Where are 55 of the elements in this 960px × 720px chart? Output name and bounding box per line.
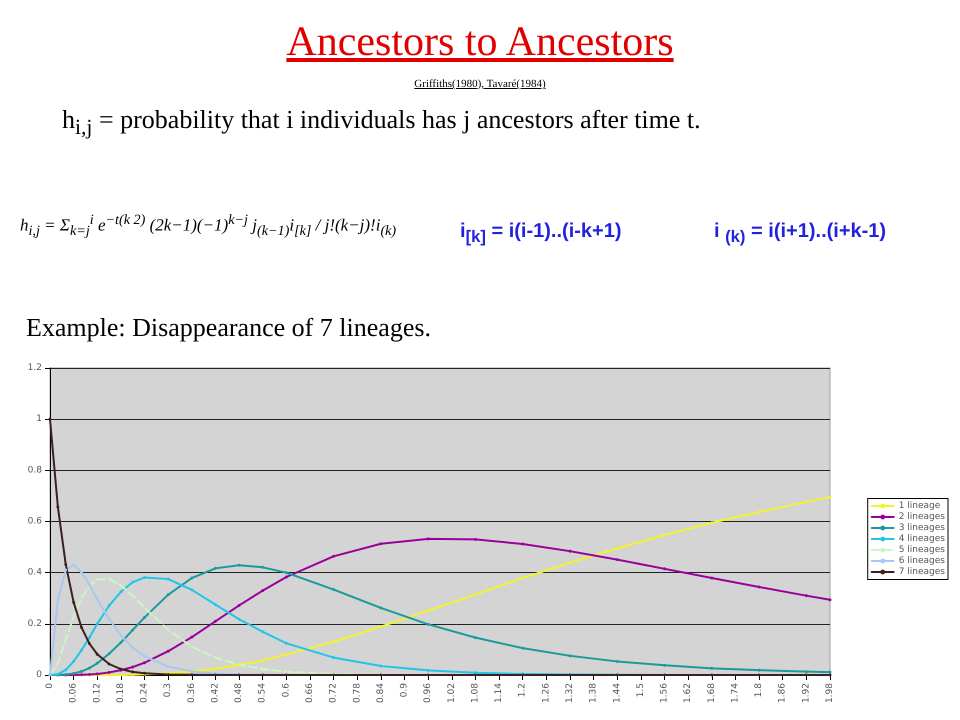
chart-title: Ancestors to Ancestors xyxy=(285,18,675,66)
x-tick-label: 1.2 xyxy=(518,683,528,698)
x-tick-label: 0.54 xyxy=(258,682,268,704)
y-tick-label: 0.2 xyxy=(28,618,42,629)
x-tick-label: 0.96 xyxy=(423,682,434,704)
y-tick-label: 0.4 xyxy=(28,568,42,578)
x-tick-label: 1.44 xyxy=(612,682,622,704)
y-tick-label: 0 xyxy=(36,670,42,680)
x-tick-label: 1.8 xyxy=(754,682,764,698)
x-tick-label: 1.56 xyxy=(660,682,670,704)
x-tick-label: 0 xyxy=(45,682,55,689)
text: Example: Disappearance of 7 lineages. xyxy=(26,313,431,343)
legend-label: 4 lineages xyxy=(898,534,946,544)
x-tick-label: 0.6 xyxy=(281,682,292,698)
x-tick-label: 1.98 xyxy=(825,682,835,704)
legend-label: 3 lineages xyxy=(898,523,946,533)
y-tick-label: 0.8 xyxy=(28,465,42,476)
x-tick-label: 1.32 xyxy=(565,683,575,704)
text: h$_{i,j}$ = probability that i individuals has j ancestors after time t. xyxy=(62,105,701,140)
x-tick-label: 0.18 xyxy=(116,682,126,704)
x-tick-label: 1.92 xyxy=(801,683,812,704)
chart-subtitle: Griffiths(1980), Tavaré(1984) xyxy=(413,78,547,90)
x-tick-label: 1.62 xyxy=(683,683,694,704)
x-tick-label: 0.84 xyxy=(376,682,386,704)
x-tick-label: 0.3 xyxy=(163,683,174,698)
x-tick-label: 0.72 xyxy=(328,683,339,704)
x-tick-label: 1.02 xyxy=(446,683,457,704)
legend-label: 7 lineages xyxy=(898,567,946,577)
x-tick-label: 1.38 xyxy=(588,682,599,704)
x-tick-label: 0.9 xyxy=(400,682,410,698)
x-tick-label: 0.78 xyxy=(352,682,362,704)
x-tick-label: 1.14 xyxy=(494,682,504,704)
legend-label: 6 lineages xyxy=(898,556,946,566)
text: i$_{[k]}$ = i(i-1)..(i-k+1) xyxy=(460,220,622,247)
x-tick-label: 0.06 xyxy=(68,682,79,704)
x-tick-label: 0.36 xyxy=(186,682,197,704)
x-tick-label: 1.74 xyxy=(730,682,740,704)
y-tick-label: 1 xyxy=(36,414,42,424)
x-tick-label: 1.08 xyxy=(470,682,480,704)
x-tick-label: 0.42 xyxy=(210,683,220,704)
text: i $_{(k)}$ = i(i+1)..(i+k-1) xyxy=(714,220,886,247)
x-tick-label: 0.24 xyxy=(140,682,150,704)
x-tick-label: 1.26 xyxy=(541,682,552,704)
legend-label: 2 lineages xyxy=(898,512,946,522)
x-tick-label: 1.5 xyxy=(636,683,646,698)
x-tick-label: 0.12 xyxy=(92,683,102,704)
x-tick-label: 0.66 xyxy=(305,682,315,704)
x-tick-label: 1.86 xyxy=(778,682,788,704)
y-tick-label: 1.2 xyxy=(28,363,42,373)
x-tick-label: 0.48 xyxy=(234,682,244,704)
text: h$_{i,j}$ = Σ$_{k=j}$$^{i}$ e$^{−t(k 2)}$ (2k−1)(−1)$^{k−j}$ j$_{(k−1)}$i$_{[k]}$ / j!(k−j)!i$_{(k)}$ xyxy=(20,212,396,240)
legend-label: 5 lineages xyxy=(898,545,946,555)
x-tick-label: 1.68 xyxy=(706,682,717,704)
y-tick-label: 0.6 xyxy=(28,516,42,526)
legend-label: 1 lineage xyxy=(898,501,941,511)
